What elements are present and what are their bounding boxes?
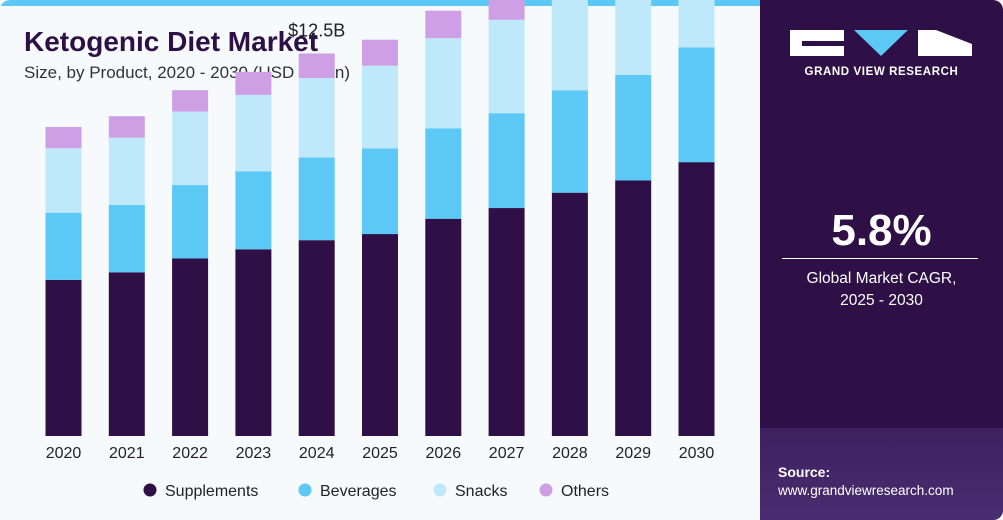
bar-segment-beverages-2022	[172, 185, 209, 259]
bar-segment-others-2025	[362, 39, 398, 66]
bar-segment-snacks-2027	[488, 19, 525, 114]
legend-label-beverages: Beverages	[320, 483, 397, 500]
x-tick-label: 2026	[426, 445, 462, 462]
bar-segment-beverages-2029	[615, 74, 652, 181]
brand-logo-icon	[790, 30, 972, 56]
bar-segment-supplements-2027	[488, 208, 525, 436]
stats-panel: GRAND VIEW RESEARCH 5.8% Global Market C…	[760, 0, 1003, 520]
bar-segment-beverages-2027	[488, 113, 525, 209]
legend-label-supplements: Supplements	[165, 483, 258, 500]
bar-segment-supplements-2028	[551, 192, 588, 436]
bar-segment-snacks-2025	[362, 65, 398, 149]
bar-segment-supplements-2024	[298, 240, 335, 436]
bar-segment-beverages-2030	[678, 47, 715, 163]
stacked-bar-chart: 2020 2021 2022 2023 2024 2025 2026 2027 2028 2029…	[45, 0, 715, 500]
x-tick-label: 2022	[172, 445, 208, 462]
bar-segment-others-2020	[45, 126, 82, 149]
bar-segment-beverages-2025	[362, 148, 398, 235]
bar-segment-snacks-2029	[615, 0, 652, 75]
cagr-value: 5.8%	[831, 206, 932, 255]
legend-label-snacks: Snacks	[455, 483, 507, 500]
bar-segment-others-2024	[298, 53, 335, 78]
bar-segment-snacks-2021	[108, 137, 145, 205]
bar-segment-others-2021	[108, 116, 145, 138]
cagr-label-line1: Global Market CAGR,	[806, 270, 957, 287]
bar-segment-beverages-2026	[425, 128, 462, 219]
bar-segment-snacks-2023	[235, 94, 272, 172]
x-tick-label: 2021	[109, 445, 145, 462]
chart-title: Ketogenic Diet Market	[24, 26, 319, 57]
bar-segment-snacks-2028	[551, 0, 588, 91]
bar-segment-beverages-2024	[298, 157, 335, 241]
source-label: Source:	[778, 464, 831, 480]
x-tick-label: 2023	[236, 445, 272, 462]
cagr-label-line2: 2025 - 2030	[840, 292, 923, 309]
bar-segment-snacks-2024	[298, 78, 335, 158]
bar-segment-others-2023	[235, 71, 272, 95]
x-tick-label: 2024	[299, 445, 335, 462]
bar-segment-others-2022	[172, 90, 209, 112]
bar-segment-supplements-2022	[172, 258, 209, 436]
bar-segment-beverages-2023	[235, 171, 272, 250]
x-tick-label: 2020	[46, 445, 82, 462]
bar-segment-others-2027	[488, 0, 525, 20]
bar-segment-supplements-2025	[362, 234, 398, 436]
legend-marker-others	[539, 483, 553, 497]
bar-segment-supplements-2030	[678, 162, 715, 436]
bar-segment-snacks-2020	[45, 148, 82, 213]
source-box: Source: www.grandviewresearch.com	[760, 428, 1003, 520]
bar-segment-others-2026	[425, 10, 462, 39]
bar-segment-beverages-2021	[108, 205, 145, 273]
legend-marker-supplements	[143, 483, 157, 497]
x-tick-label: 2030	[679, 445, 715, 462]
bar-segment-supplements-2020	[45, 279, 82, 436]
bar-segment-snacks-2030	[678, 0, 715, 48]
x-tick-label: 2025	[362, 445, 398, 462]
bar-segment-supplements-2023	[235, 249, 272, 436]
x-tick-label: 2027	[489, 445, 525, 462]
value-annotation: $12.5B	[288, 21, 345, 41]
bar-segment-beverages-2028	[551, 90, 588, 193]
legend-label-others: Others	[561, 483, 609, 500]
bar-segment-supplements-2021	[108, 272, 145, 436]
accent-bar	[0, 0, 760, 6]
brand-logo-text: GRAND VIEW RESEARCH	[804, 66, 959, 78]
bar-segment-supplements-2029	[615, 180, 652, 436]
legend-marker-beverages	[298, 483, 312, 497]
bar-segment-snacks-2022	[172, 111, 209, 185]
legend-marker-snacks	[433, 483, 447, 497]
source-url[interactable]: www.grandviewresearch.com	[778, 483, 954, 498]
divider	[782, 258, 978, 259]
bar-segment-supplements-2026	[425, 218, 462, 436]
bar-segment-beverages-2020	[45, 212, 82, 280]
cagr-label: Global Market CAGR, 2025 - 2030	[760, 268, 1003, 312]
x-tick-label: 2029	[615, 445, 651, 462]
bar-segment-snacks-2026	[425, 38, 462, 129]
x-tick-label: 2028	[552, 445, 588, 462]
